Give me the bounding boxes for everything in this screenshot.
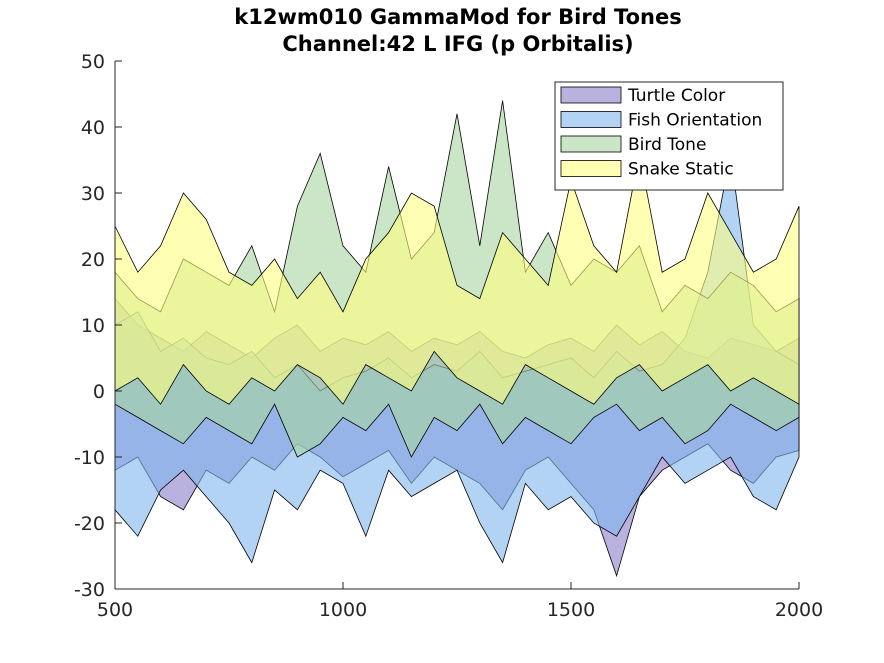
y-tick-label-6: 30: [81, 183, 105, 205]
legend-label-0: Turtle Color: [627, 86, 725, 106]
y-tick-label-0: -30: [74, 579, 105, 601]
band-series-3: [114, 153, 800, 405]
chart-subtitle: Channel:42 L IFG (p Orbitalis): [282, 32, 633, 56]
y-tick-label-7: 40: [81, 117, 105, 139]
legend-label-1: Fish Orientation: [628, 111, 762, 131]
x-tick-label-1: 1000: [319, 599, 367, 621]
y-tick-label-8: 50: [81, 51, 105, 73]
legend-swatch-1: [560, 111, 622, 128]
x-tick-label-2: 1500: [547, 599, 595, 621]
legend-label-3: Snake Static: [628, 160, 734, 180]
y-tick-label-3: 0: [93, 381, 105, 403]
legend: Turtle Color Fish Orientation Bird Tone Sna…: [554, 81, 784, 191]
y-tick-label-1: -20: [74, 513, 105, 535]
legend-swatch-2: [560, 135, 622, 153]
y-tick-label-2: -10: [74, 447, 105, 469]
chart-title: k12wm010 GammaMod for Bird Tones: [234, 5, 681, 29]
y-tick-label-4: 10: [81, 315, 105, 337]
y-tick-label-5: 20: [81, 249, 105, 271]
legend-swatch-0: [560, 86, 622, 104]
legend-swatch-3: [560, 160, 622, 177]
axes: 500 1000 1500 2000 -30 -20 -10 0 10 20 30 40 50: [74, 51, 823, 621]
x-tick-label-0: 500: [97, 599, 133, 621]
x-tick-label-3: 2000: [775, 599, 823, 621]
legend-label-2: Bird Tone: [628, 135, 706, 155]
series-bands: [114, 100, 800, 578]
